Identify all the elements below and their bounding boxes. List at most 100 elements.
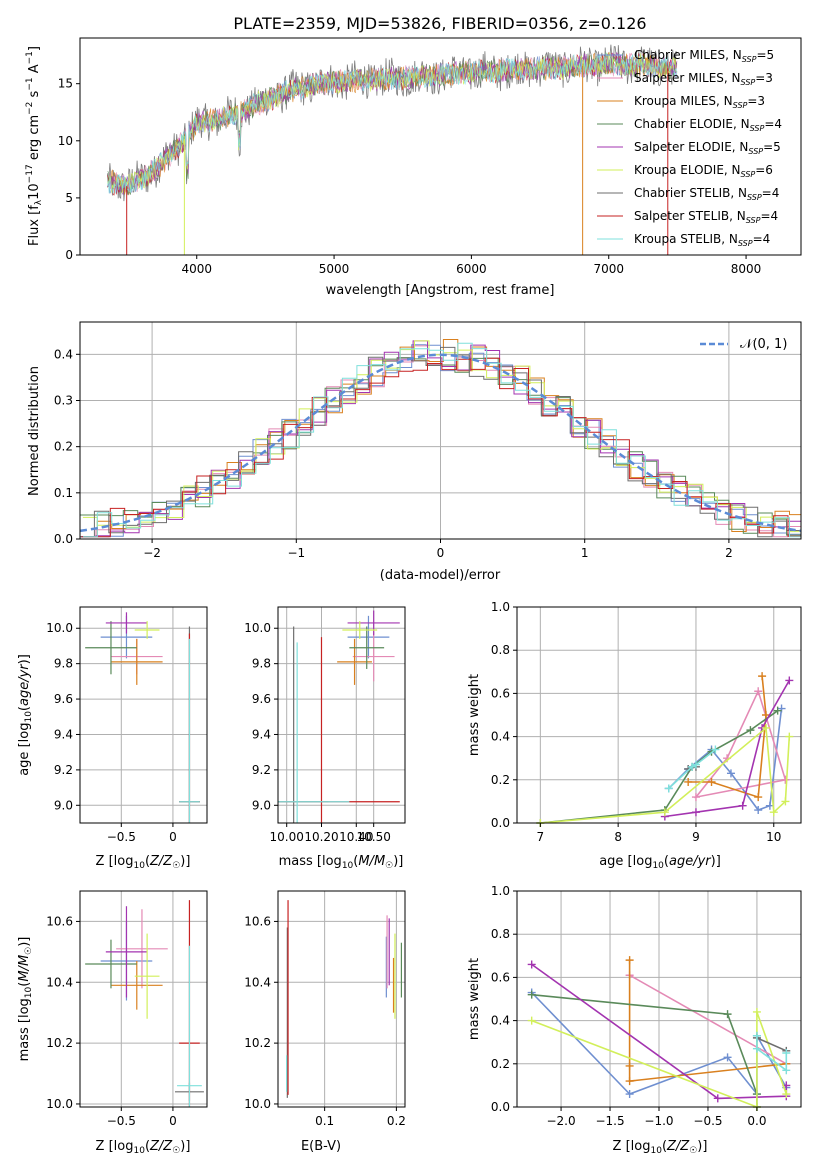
weight-marker-kroupa_stelib <box>688 762 697 771</box>
x-tick-label: 10 <box>766 830 781 844</box>
weight-marker-salpeter_elodie <box>527 960 536 969</box>
y-tick-label: 9.6 <box>54 692 73 706</box>
x-tick-label: 0 <box>169 1114 177 1128</box>
weight-marker-salpeter_miles <box>754 687 763 696</box>
residual-ylabel: Normed distribution <box>27 366 42 496</box>
gaussian-curve <box>79 353 802 533</box>
x-tick-label: 8000 <box>731 262 762 276</box>
weight-line-kroupa_stelib <box>668 748 716 789</box>
age-z-ylabel: age [log10(age/yr)] <box>17 654 34 776</box>
y-tick-label: 10.0 <box>244 1097 271 1111</box>
spectrum-line-kroupa_stelib <box>107 52 678 194</box>
y-tick-label: 0.4 <box>491 1014 510 1028</box>
y-tick-label: 9.0 <box>252 798 271 812</box>
y-tick-label: 0.4 <box>491 730 510 744</box>
x-tick-label: 7000 <box>593 262 624 276</box>
x-tick-label: 5000 <box>319 262 350 276</box>
y-tick-label: 9.2 <box>54 763 73 777</box>
residual-hist-salpeter_elodie <box>81 340 801 538</box>
x-tick-label: −1 <box>287 546 305 560</box>
y-tick-label: 1.0 <box>491 884 510 898</box>
weight-line-kroupa_elodie <box>540 726 791 824</box>
weight-line-chabrier_miles <box>531 991 787 1097</box>
age-z-xlabel: Z [log10(Z/Z☉)] <box>96 854 191 871</box>
y-tick-label: 9.8 <box>54 657 73 671</box>
weight-line-kroupa_stelib <box>756 1035 788 1072</box>
y-tick-label: 0.2 <box>54 440 73 454</box>
spectrum-axes-frame <box>79 37 802 256</box>
legend-label-kroupa_stelib: Kroupa STELIB, NSSP=4 <box>634 232 770 248</box>
x-tick-label: 6000 <box>456 262 487 276</box>
y-tick-label: 10.2 <box>46 1036 73 1050</box>
residual-hist-salpeter_miles <box>81 345 801 538</box>
y-tick-label: 0.6 <box>491 686 510 700</box>
legend-label-chabrier_elodie: Chabrier ELODIE, NSSP=4 <box>634 117 782 133</box>
y-tick-label: 0.2 <box>491 773 510 787</box>
residual-ticks: −2 −1 0 1 2 0.0 0.1 0.2 0.3 0.4 <box>54 347 733 560</box>
figure-title: PLATE=2359, MJD=53826, FIBERID=0356, z=0… <box>233 14 646 33</box>
residual-plot-area <box>79 322 802 540</box>
weight-marker-chabrier_miles <box>625 1090 634 1099</box>
y-tick-label: 0.0 <box>54 532 73 546</box>
y-tick-label: 9.6 <box>252 692 271 706</box>
spectrum-panel: 4000 5000 6000 7000 8000 0 5 10 15 wavelength [A… <box>25 37 802 298</box>
x-tick-label: 0 <box>437 546 445 560</box>
residual-hist-kroupa_stelib <box>82 342 801 538</box>
x-tick-label: 2 <box>725 546 733 560</box>
residual-hist-chabrier_stelib <box>80 346 801 538</box>
weight-marker-salpeter_elodie <box>713 1094 722 1103</box>
weight-marker-chabrier_miles <box>723 1053 732 1062</box>
weight-marker-kroupa_elodie <box>761 723 770 732</box>
weight-marker-kroupa_stelib <box>664 784 673 793</box>
x-tick-label: 4000 <box>181 262 212 276</box>
legend-label-kroupa_elodie: Kroupa ELODIE, NSSP=6 <box>634 163 773 179</box>
weight-marker-kroupa_elodie <box>785 732 794 741</box>
legend-label-salpeter_miles: Salpeter MILES, NSSP=3 <box>634 71 773 87</box>
axes-frame <box>79 890 208 1108</box>
y-tick-label: 10.2 <box>244 1036 271 1050</box>
y-tick-label: 9.0 <box>54 798 73 812</box>
weight-marker-salpeter_elodie <box>738 801 747 810</box>
x-tick-label: 10.50 <box>357 830 391 844</box>
x-tick-label: 1 <box>581 546 589 560</box>
y-tick-label: 0.4 <box>54 347 73 361</box>
legend-label-salpeter_stelib: Salpeter STELIB, NSSP=4 <box>634 209 778 225</box>
x-tick-label: −0.5 <box>693 1114 722 1128</box>
y-tick-label: 9.8 <box>252 657 271 671</box>
weight-age-ylabel: mass weight <box>467 674 482 756</box>
weight-marker-kroupa_miles <box>758 672 767 681</box>
y-tick-label: 10.4 <box>244 975 271 989</box>
y-tick-label: 10.0 <box>244 621 271 635</box>
axes-frame <box>277 890 406 1108</box>
weight-z-ylabel: mass weight <box>467 958 482 1040</box>
weight-line-kroupa_miles <box>628 960 787 1082</box>
axes-frame <box>277 606 406 824</box>
spectrum-line-salpeter_elodie <box>107 52 678 195</box>
y-tick-label: 0.3 <box>54 393 73 407</box>
y-tick-label: 0.6 <box>491 970 510 984</box>
residual-hist-salpeter_stelib <box>81 357 801 538</box>
x-tick-label: 0.0 <box>747 1114 766 1128</box>
weight-marker-salpeter_elodie <box>785 676 794 685</box>
x-tick-label: −0.5 <box>107 830 136 844</box>
weight-marker-kroupa_elodie <box>660 808 669 817</box>
spectrum-ticks: 4000 5000 6000 7000 8000 0 5 10 15 <box>58 77 762 276</box>
weight-marker-kroupa_elodie <box>781 797 790 806</box>
y-tick-label: 10 <box>58 134 73 148</box>
y-tick-label: 0 <box>65 248 73 262</box>
weight-line-kroupa_elodie <box>531 1011 788 1109</box>
legend-label-chabrier_stelib: Chabrier STELIB, NSSP=4 <box>634 186 779 202</box>
y-tick-label: 9.4 <box>252 727 271 741</box>
weight-marker-kroupa_miles <box>625 956 634 965</box>
weight-marker-chabrier_elodie <box>746 726 755 735</box>
spectrum-legend: Chabrier MILES, NSSP=5 Salpeter MILES, NS… <box>597 48 782 248</box>
residual-panel: −2 −1 0 1 2 0.0 0.1 0.2 0.3 0.4 (data-model)/erro… <box>27 321 802 583</box>
age-mass-xlabel: mass [log10(M/M☉)] <box>279 854 404 871</box>
y-tick-label: 10.0 <box>46 621 73 635</box>
spectrum-plot-area <box>107 44 678 255</box>
mass-z-ylabel: mass [log10(M/M☉)] <box>17 937 34 1062</box>
mass-ebv-xlabel: E(B-V) <box>301 1139 341 1154</box>
weight-marker-kroupa_stelib <box>711 745 720 754</box>
y-tick-label: 0.8 <box>491 927 510 941</box>
